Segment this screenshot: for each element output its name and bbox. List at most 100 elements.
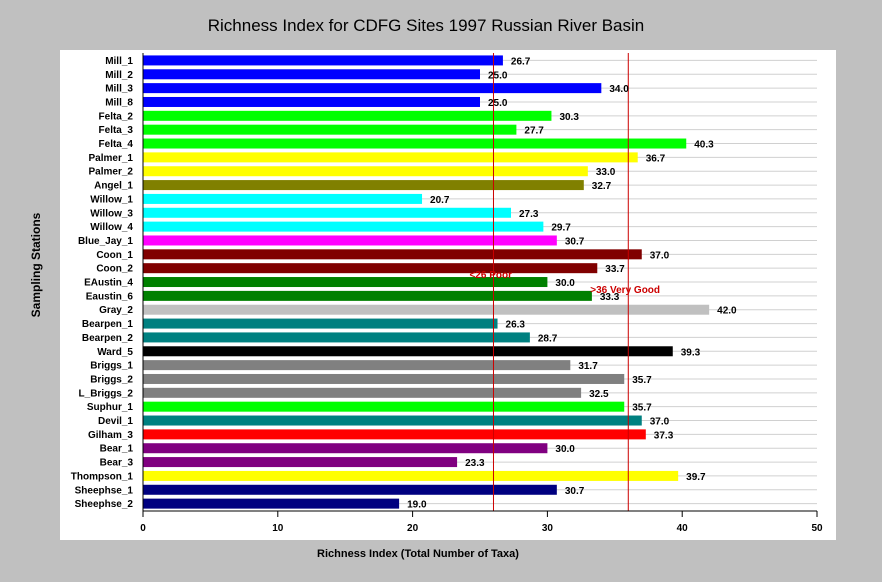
data-label: 26.7 xyxy=(511,56,531,67)
bar-devil-1 xyxy=(143,415,642,426)
data-label: 26.3 xyxy=(506,320,526,331)
bar-angel-1 xyxy=(143,180,584,191)
category-labels: Mill_1 Mill_2 Mill_3 Mill_8 Felta_2 Felta_3 Fe… xyxy=(71,56,134,510)
category-label: Coon_1 xyxy=(96,250,133,261)
bar-felta-2 xyxy=(143,110,552,121)
data-label: 25.0 xyxy=(488,70,508,81)
bar-mill-8 xyxy=(143,96,480,107)
tick-labels: 0 10 20 30 40 50 xyxy=(140,523,823,534)
bar-briggs-1 xyxy=(143,360,571,371)
category-label: Blue_Jay_1 xyxy=(78,236,133,247)
bar-willow-3 xyxy=(143,207,512,218)
category-label: Palmer_2 xyxy=(89,167,134,178)
bar-bear-3 xyxy=(143,457,458,468)
category-label: Bearpen_1 xyxy=(82,319,134,330)
data-label: 25.0 xyxy=(488,98,508,109)
category-label: Bear_3 xyxy=(100,458,134,469)
category-label: Bearpen_2 xyxy=(82,333,134,344)
bar-mill-3 xyxy=(143,83,602,94)
bars xyxy=(143,55,710,509)
category-label: Mill_3 xyxy=(105,84,133,95)
data-label: 42.0 xyxy=(717,306,737,317)
category-label: Felta_4 xyxy=(99,139,134,150)
data-label: 39.7 xyxy=(686,472,706,483)
data-label: 34.0 xyxy=(609,84,629,95)
data-label: 20.7 xyxy=(430,195,450,206)
data-label: 30.7 xyxy=(565,486,585,497)
category-label: Bear_1 xyxy=(100,444,134,455)
data-label: 39.3 xyxy=(681,347,701,358)
data-label: 32.5 xyxy=(589,389,609,400)
reference-line-label: <26 Poor xyxy=(469,270,512,281)
x-tick-label: 0 xyxy=(140,523,146,534)
bar-coon-1 xyxy=(143,249,642,260)
category-label: Felta_2 xyxy=(99,111,134,122)
data-label: 27.7 xyxy=(524,126,544,137)
category-label: Ward_5 xyxy=(97,347,133,358)
category-label: Palmer_1 xyxy=(89,153,134,164)
chart-title: Richness Index for CDFG Sites 1997 Russi… xyxy=(207,16,645,35)
x-tick-label: 10 xyxy=(272,523,284,534)
data-labels: 26.725.034.025.030.327.740.336.733.032.7… xyxy=(407,56,737,510)
bar-blue-jay-1 xyxy=(143,235,557,246)
category-label: Mill_1 xyxy=(105,56,133,67)
category-label: Briggs_1 xyxy=(90,361,133,372)
bar-sheephse-2 xyxy=(143,498,400,509)
category-label: Thompson_1 xyxy=(71,471,134,482)
data-label: 35.7 xyxy=(632,403,652,414)
category-label: Willow_4 xyxy=(90,222,133,233)
data-label: 37.0 xyxy=(650,417,670,428)
data-label: 27.3 xyxy=(519,209,539,220)
bar-suphur-1 xyxy=(143,401,625,412)
bar-gilham-3 xyxy=(143,429,646,440)
bar-sheephse-1 xyxy=(143,484,557,495)
category-label: Sheephse_2 xyxy=(75,499,134,510)
data-label: 30.3 xyxy=(559,112,579,123)
bar-willow-4 xyxy=(143,221,544,232)
x-tick-label: 30 xyxy=(542,523,554,534)
bar-briggs-2 xyxy=(143,373,625,384)
category-label: Felta_3 xyxy=(99,125,134,136)
bar-ward-5 xyxy=(143,346,673,357)
category-label: L_Briggs_2 xyxy=(79,388,134,399)
bar-eaustin-6 xyxy=(143,290,592,301)
category-label: Eaustin_6 xyxy=(86,291,134,302)
data-label: 32.7 xyxy=(592,181,612,192)
category-label: Gilham_3 xyxy=(88,430,133,441)
category-label: Mill_8 xyxy=(105,97,133,108)
data-label: 36.7 xyxy=(646,153,666,164)
category-label: Coon_2 xyxy=(96,264,133,275)
bar-felta-3 xyxy=(143,124,517,135)
bar-thompson-1 xyxy=(143,470,679,481)
data-label: 33.0 xyxy=(596,167,616,178)
data-label: 33.3 xyxy=(600,292,620,303)
bar-palmer-1 xyxy=(143,152,638,163)
category-label: Devil_1 xyxy=(98,416,133,427)
bar-mill-1 xyxy=(143,55,503,66)
bar-l-briggs-2 xyxy=(143,387,582,398)
bar-mill-2 xyxy=(143,69,480,80)
data-label: 40.3 xyxy=(694,140,714,151)
category-label: Willow_3 xyxy=(90,208,133,219)
x-tick-label: 20 xyxy=(407,523,419,534)
bar-bearpen-2 xyxy=(143,332,530,343)
category-label: EAustin_4 xyxy=(84,278,133,289)
reference-lines: <26 Poor >36 Very Good xyxy=(469,53,660,511)
data-label: 30.0 xyxy=(555,278,575,289)
category-label: Gray_2 xyxy=(99,305,133,316)
chart-svg: <26 Poor >36 Very Good Mill_1 Mill_2 Mill_3… xyxy=(60,50,836,540)
x-axis-label: Richness Index (Total Number of Taxa) xyxy=(317,548,519,560)
bar-bearpen-1 xyxy=(143,318,498,329)
category-label: Willow_1 xyxy=(90,194,133,205)
category-label: Sheephse_1 xyxy=(75,485,134,496)
data-label: 19.0 xyxy=(407,500,427,511)
x-tick-label: 50 xyxy=(811,523,823,534)
axes xyxy=(142,53,818,517)
data-label: 30.0 xyxy=(555,444,575,455)
category-label: Mill_2 xyxy=(105,70,133,81)
x-tick-label: 40 xyxy=(677,523,689,534)
category-label: Briggs_2 xyxy=(90,374,133,385)
data-label: 28.7 xyxy=(538,333,558,344)
bar-felta-4 xyxy=(143,138,687,149)
bar-coon-2 xyxy=(143,263,598,274)
